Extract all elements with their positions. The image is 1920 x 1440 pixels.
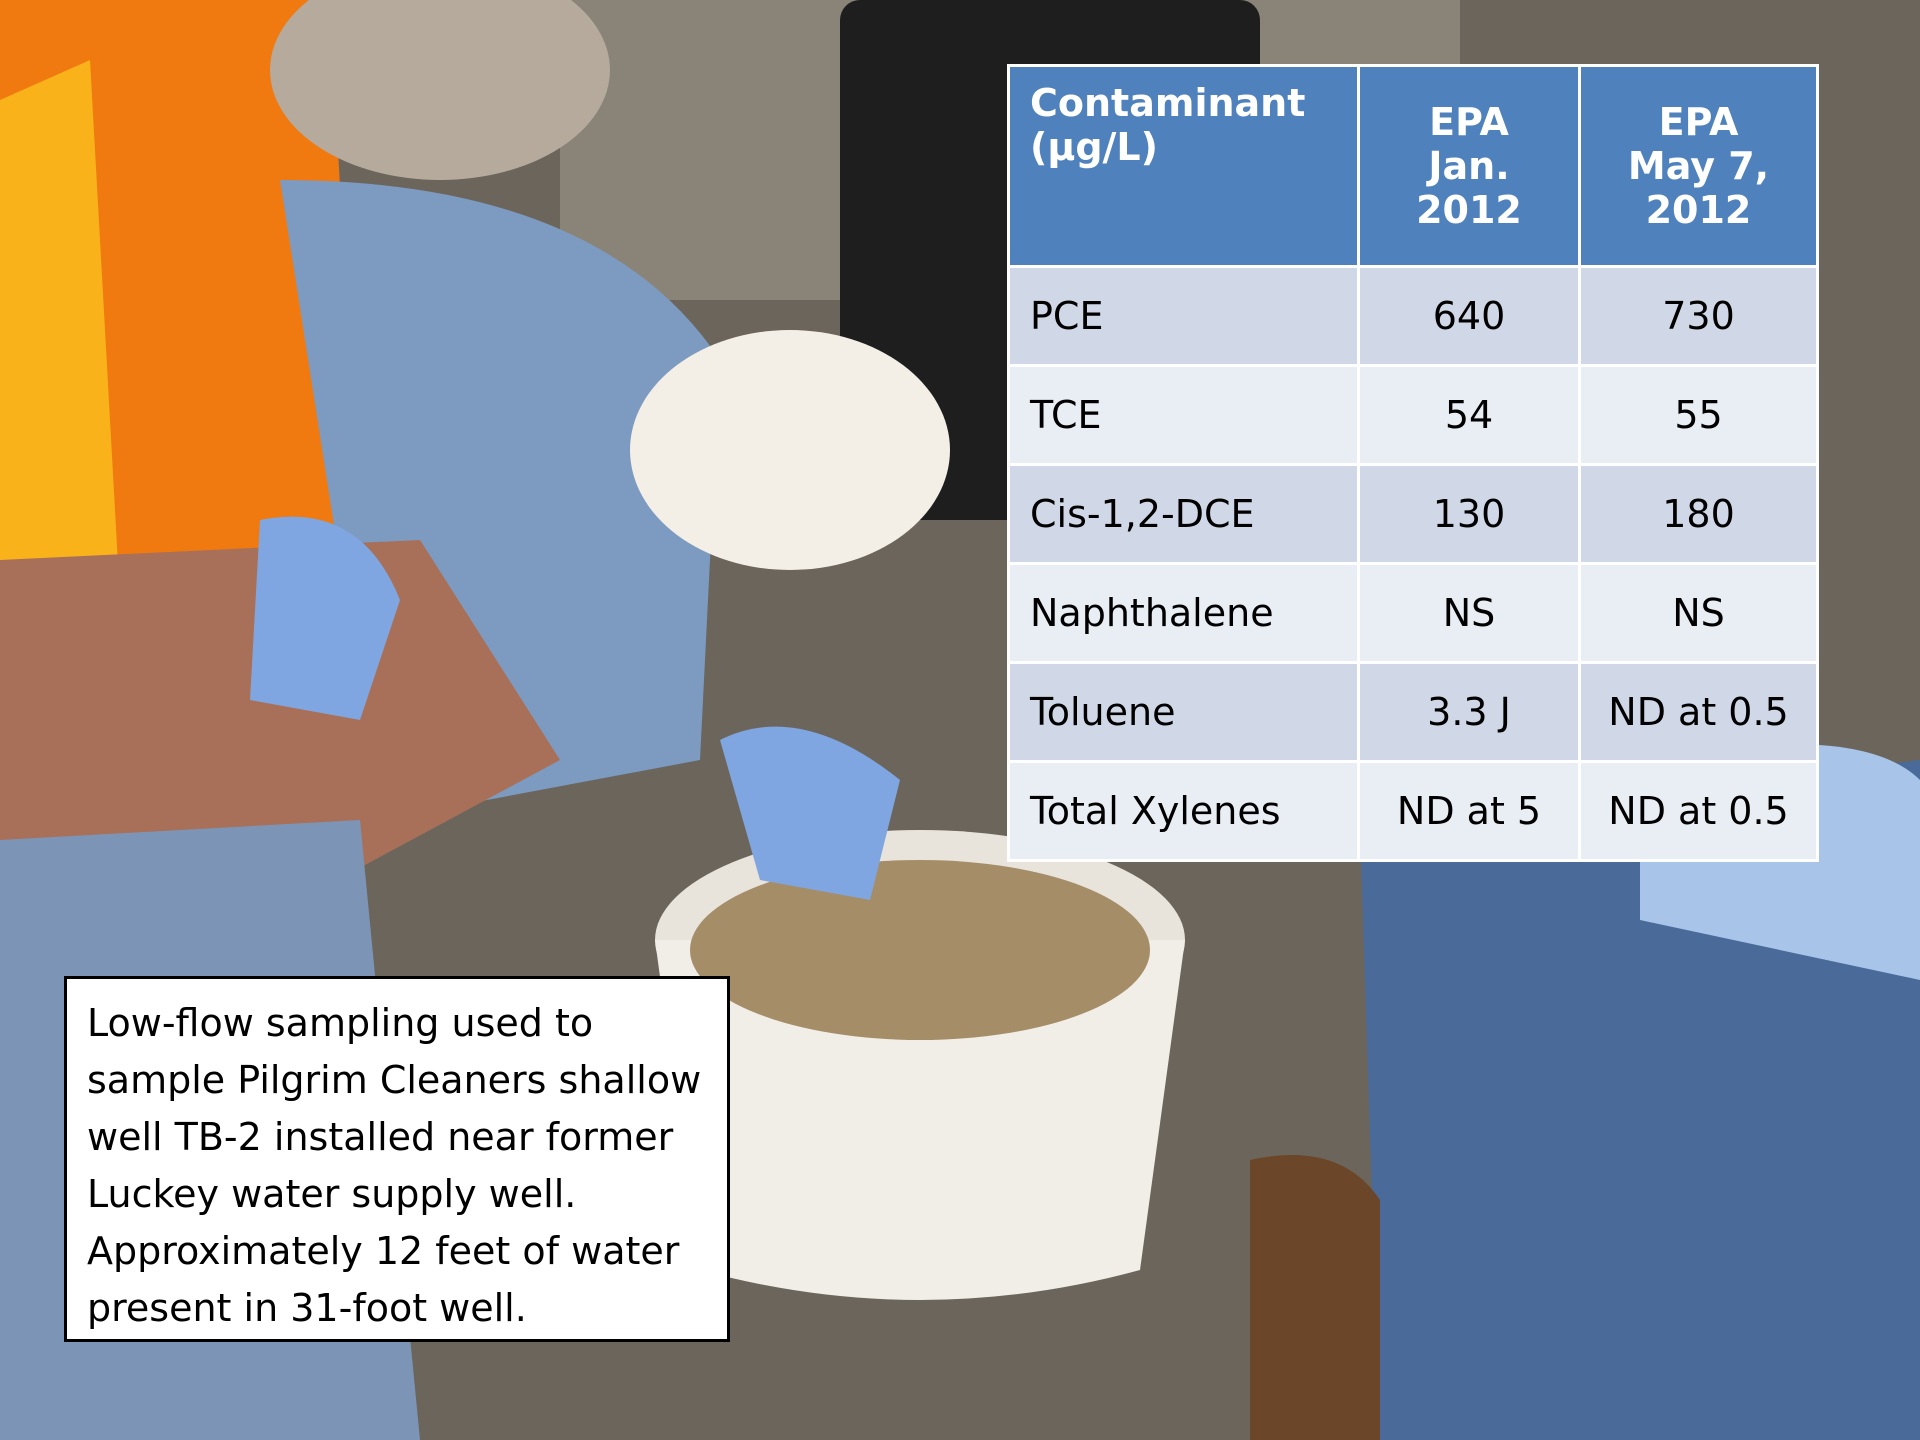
- contaminant-cell: Total Xylenes: [1009, 762, 1359, 861]
- value-cell: 3.3 J: [1359, 663, 1580, 762]
- header-text: Jan.: [1380, 144, 1558, 188]
- caption-text: Luckey water supply well.: [87, 1166, 707, 1223]
- slide: Contaminant(µg/L)EPAJan.2012EPAMay 7,201…: [0, 0, 1920, 1440]
- value-cell: NS: [1580, 564, 1818, 663]
- value-cell: NS: [1359, 564, 1580, 663]
- contaminant-cell: TCE: [1009, 366, 1359, 465]
- header-cell: Contaminant(µg/L): [1009, 66, 1359, 267]
- contaminant-cell: Cis-1,2-DCE: [1009, 465, 1359, 564]
- header-text: 2012: [1601, 188, 1796, 232]
- value-cell: ND at 0.5: [1580, 762, 1818, 861]
- contaminant-cell: Naphthalene: [1009, 564, 1359, 663]
- value-cell: 130: [1359, 465, 1580, 564]
- value-cell: 640: [1359, 267, 1580, 366]
- caption-text: Low-flow sampling used to: [87, 995, 707, 1052]
- caption-text: well TB-2 installed near former: [87, 1109, 707, 1166]
- value-cell: ND at 5: [1359, 762, 1580, 861]
- value-cell: 730: [1580, 267, 1818, 366]
- header-text: EPA: [1380, 100, 1558, 144]
- header-text: (µg/L): [1030, 125, 1337, 169]
- header-text: Contaminant: [1030, 81, 1337, 125]
- header-text: May 7,: [1601, 144, 1796, 188]
- value-cell: 54: [1359, 366, 1580, 465]
- value-cell: 55: [1580, 366, 1818, 465]
- value-cell: 180: [1580, 465, 1818, 564]
- caption-text: present in 31-foot well.: [87, 1280, 707, 1337]
- caption-text: sample Pilgrim Cleaners shallow: [87, 1052, 707, 1109]
- header-text: EPA: [1601, 100, 1796, 144]
- value-cell: ND at 0.5: [1580, 663, 1818, 762]
- caption-text: Approximately 12 feet of water: [87, 1223, 707, 1280]
- header-text: 2012: [1380, 188, 1558, 232]
- contaminant-cell: PCE: [1009, 267, 1359, 366]
- contaminant-cell: Toluene: [1009, 663, 1359, 762]
